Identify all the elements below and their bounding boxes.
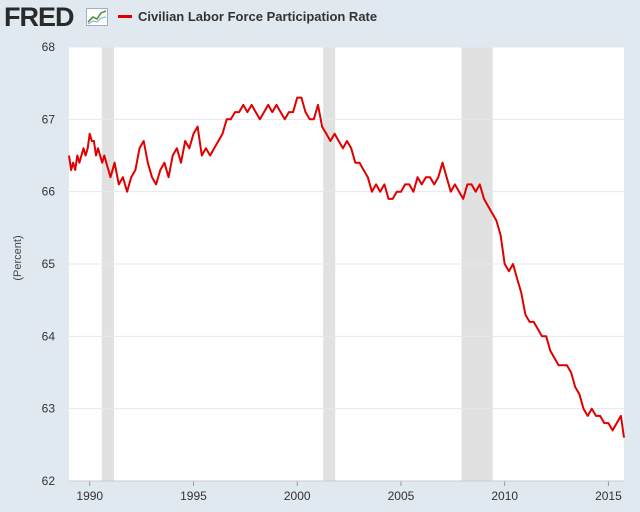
x-tick-label: 2005 — [388, 489, 415, 503]
y-tick-label: 62 — [42, 474, 56, 488]
x-tick-label: 1990 — [76, 489, 103, 503]
chart-header: FRED Civilian Labor Force Participation … — [0, 0, 640, 36]
y-tick-label: 66 — [42, 185, 56, 199]
legend-swatch — [118, 15, 132, 18]
x-tick-label: 2010 — [491, 489, 518, 503]
x-ticks: 1990 1995 2000 2005 2010 2015 — [69, 480, 624, 503]
series-lines — [68, 96, 625, 438]
trend-chart-icon — [86, 8, 108, 26]
y-tick-label: 65 — [42, 257, 56, 271]
y-tick-label: 63 — [42, 402, 56, 416]
chart-legend: Civilian Labor Force Participation Rate — [118, 9, 377, 24]
x-tick-label: 1995 — [180, 489, 207, 503]
series-line — [68, 96, 625, 438]
fred-logo[interactable]: FRED — [4, 2, 74, 32]
y-tick-label: 68 — [42, 40, 56, 54]
x-tick-label: 2000 — [284, 489, 311, 503]
x-tick-label: 2015 — [595, 489, 622, 503]
y-tick-label: 67 — [42, 112, 56, 126]
y-tick-label: 64 — [42, 329, 56, 343]
legend-label: Civilian Labor Force Participation Rate — [138, 9, 378, 24]
y-ticks: 62 63 64 65 66 67 68 — [42, 40, 56, 488]
